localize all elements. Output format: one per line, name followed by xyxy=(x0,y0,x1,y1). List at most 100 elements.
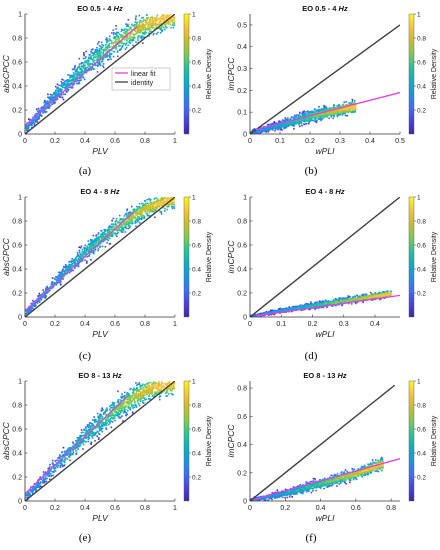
scatter-point xyxy=(65,86,67,89)
scatter-point xyxy=(260,128,263,130)
scatter-point xyxy=(115,36,117,38)
scatter-point xyxy=(161,200,164,203)
scatter-point xyxy=(60,278,62,281)
scatter-point xyxy=(273,121,276,123)
scatter-point xyxy=(135,41,137,43)
scatter-point xyxy=(88,69,91,71)
scatter-point xyxy=(339,300,341,303)
scatter-point xyxy=(351,101,353,103)
scatter-point xyxy=(333,115,335,118)
scatter-point xyxy=(339,105,342,108)
scatter-point xyxy=(310,112,312,115)
scatter-point xyxy=(60,271,62,274)
scatter-point xyxy=(116,227,119,230)
scatter-point xyxy=(54,94,57,97)
scatter-point xyxy=(61,94,63,96)
scatter-point xyxy=(123,29,125,31)
scatter-point xyxy=(109,46,111,48)
scatter-point xyxy=(79,256,82,258)
scatter-point xyxy=(126,33,128,35)
scatter-point xyxy=(58,89,61,92)
scatter-point xyxy=(112,217,115,220)
scatter-point xyxy=(132,209,134,211)
scatter-point xyxy=(125,38,127,41)
scatter-point xyxy=(57,86,59,89)
scatter-point xyxy=(115,41,118,43)
scatter-point xyxy=(44,104,46,106)
scatter-point xyxy=(52,286,54,289)
scatter-point xyxy=(117,39,120,42)
scatter-point xyxy=(104,56,106,58)
scatter-point xyxy=(121,34,123,37)
scatter-point xyxy=(274,123,277,125)
plot-area xyxy=(250,197,400,317)
scatter-point xyxy=(142,29,145,31)
scatter-point xyxy=(135,210,137,213)
x-tick-label: 0 xyxy=(23,138,27,145)
scatter-point xyxy=(76,251,79,254)
scatter-point xyxy=(138,34,140,37)
y-axis-label: absCPCC xyxy=(1,237,11,276)
scatter-point xyxy=(264,127,266,129)
scatter-point xyxy=(84,250,87,252)
scatter-point xyxy=(75,264,78,266)
scatter-point xyxy=(93,56,96,58)
scatter-point xyxy=(70,270,72,273)
scatter-point xyxy=(345,104,347,106)
scatter-point xyxy=(40,296,43,299)
scatter-point xyxy=(128,216,131,219)
scatter-point xyxy=(290,117,292,120)
scatter-point xyxy=(68,83,71,85)
scatter-point xyxy=(268,128,271,131)
scatter-point xyxy=(80,65,83,68)
scatter-point xyxy=(108,228,111,231)
scatter-point xyxy=(61,78,63,81)
scatter-point xyxy=(114,229,116,232)
scatter-point xyxy=(317,108,320,111)
scatter-point xyxy=(86,245,88,248)
scatter-point xyxy=(66,269,68,272)
scatter-point xyxy=(293,118,296,120)
scatter-point xyxy=(134,21,137,23)
colorbar-tick-label: 0.6 xyxy=(192,60,201,67)
scatter-point xyxy=(77,66,79,69)
scatter-point xyxy=(286,119,289,122)
scatter-point xyxy=(266,128,268,130)
scatter-point xyxy=(127,44,130,47)
scatter-point xyxy=(318,109,321,112)
scatter-point xyxy=(344,111,347,114)
scatter-point xyxy=(139,212,141,215)
scatter-point xyxy=(149,215,151,217)
scatter-point xyxy=(96,46,98,49)
scatter-point xyxy=(343,112,345,115)
scatter-point xyxy=(148,204,150,207)
scatter-point xyxy=(132,214,135,217)
scatter-point xyxy=(98,48,101,50)
scatter-point xyxy=(143,215,145,217)
scatter-point xyxy=(315,120,317,123)
scatter-point xyxy=(122,231,124,233)
scatter-point xyxy=(95,51,97,53)
scatter-point xyxy=(142,20,145,23)
scatter-point xyxy=(171,19,174,22)
scatter-point xyxy=(97,55,100,57)
scatter-point xyxy=(384,291,386,294)
scatter-point xyxy=(347,296,349,299)
scatter-point xyxy=(74,258,77,260)
scatter-point xyxy=(145,206,148,208)
scatter-point xyxy=(150,22,152,24)
scatter-point xyxy=(43,294,45,296)
scatter-point xyxy=(332,117,334,120)
scatter-point xyxy=(43,106,45,109)
scatter-point xyxy=(315,111,317,114)
x-tick-label: 0.4 xyxy=(80,321,90,328)
scatter-point xyxy=(70,75,72,78)
scatter-point xyxy=(352,102,355,105)
scatter-point xyxy=(70,86,72,89)
scatter-point xyxy=(121,225,123,227)
scatter-point xyxy=(174,202,175,204)
scatter-point xyxy=(35,116,38,119)
scatter-point xyxy=(325,300,328,302)
colorbar-label: Relative Density xyxy=(431,48,438,99)
scatter-point xyxy=(74,77,77,79)
